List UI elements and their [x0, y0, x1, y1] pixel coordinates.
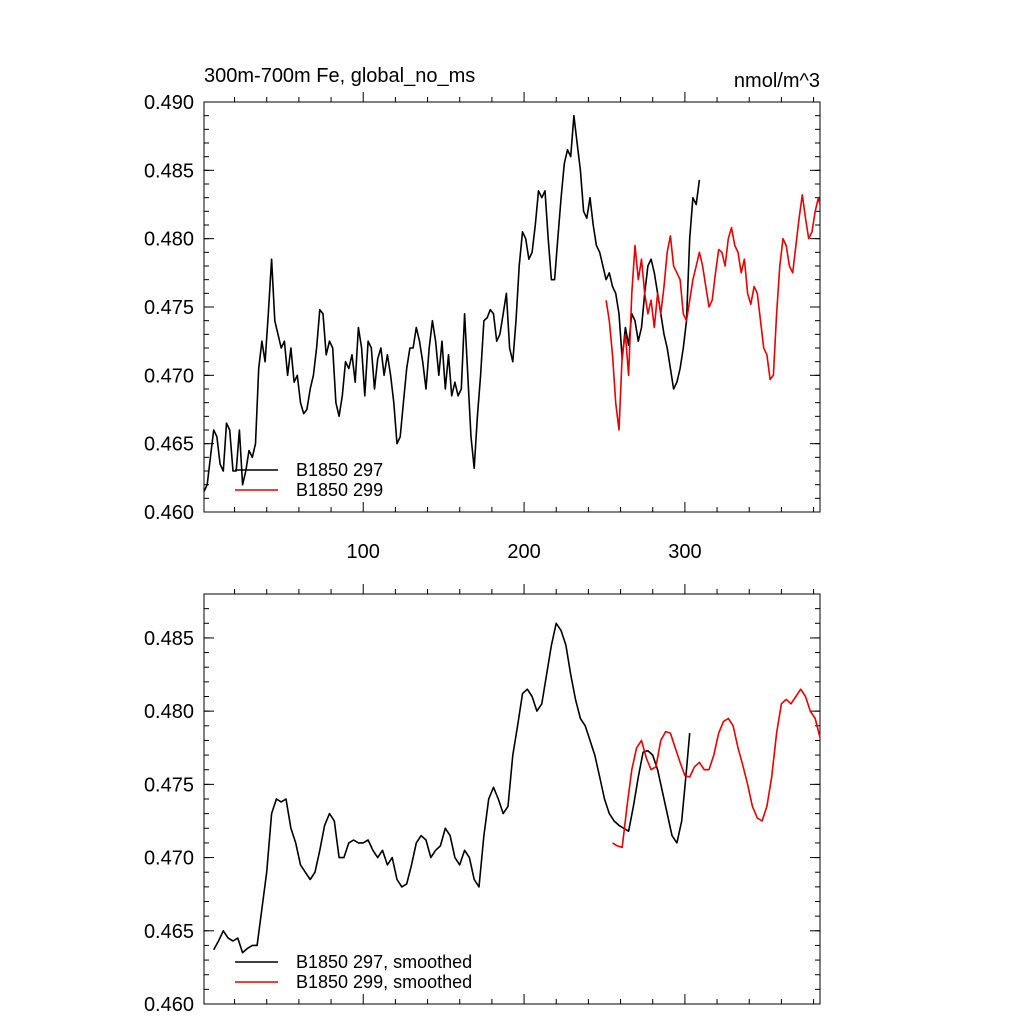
plot-frame	[203, 593, 821, 1005]
x-tick-label: 300	[668, 541, 701, 563]
y-tick-label: 0.465	[144, 434, 194, 456]
chart-units: nmol/m^3	[734, 70, 820, 92]
series-line-b1850-299	[605, 194, 821, 431]
y-tick-label: 0.490	[144, 92, 194, 114]
legend-label: B1850 299, smoothed	[296, 972, 472, 992]
plot-frame	[203, 101, 821, 513]
chart-title: 300m-700m Fe, global_no_ms	[204, 65, 475, 87]
y-tick-label: 0.485	[144, 628, 194, 650]
y-tick-label: 0.460	[144, 502, 194, 524]
y-tick-label: 0.475	[144, 297, 194, 319]
series-line-b1850-299-smoothed	[612, 688, 821, 849]
y-tick-label: 0.485	[144, 160, 194, 182]
y-tick-label: 0.470	[144, 848, 194, 870]
x-tick-label: 100	[347, 541, 380, 563]
y-tick-label: 0.480	[144, 701, 194, 723]
legend-label: B1850 299	[296, 480, 383, 500]
x-tick-label: 200	[507, 541, 540, 563]
series-line-b1850-297-smoothed	[212, 622, 691, 954]
y-tick-label: 0.465	[144, 921, 194, 943]
legend-label: B1850 297	[296, 460, 383, 480]
bottom-chart-panel: 0.460 0.465 0.470 0.475 0.480 0.485 B1850 297,…	[144, 584, 821, 1016]
y-tick-label: 0.470	[144, 365, 194, 387]
y-tick-label: 0.475	[144, 774, 194, 796]
legend-label: B1850 297, smoothed	[296, 952, 472, 972]
y-tick-label: 0.460	[144, 994, 194, 1016]
top-chart-panel: 300m-700m Fe, global_no_ms nmol/m^3 0.46…	[144, 65, 821, 563]
y-tick-label: 0.480	[144, 229, 194, 251]
series-line-b1850-297	[203, 114, 701, 492]
